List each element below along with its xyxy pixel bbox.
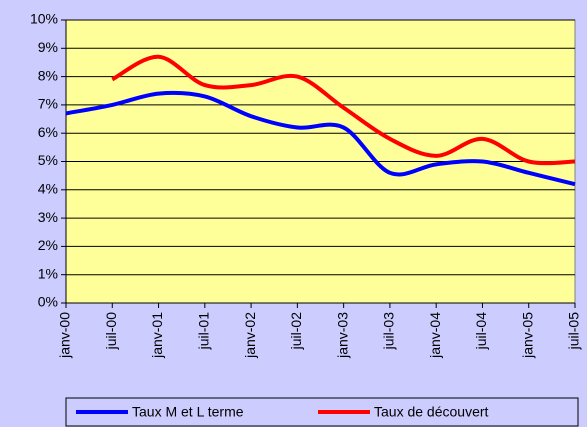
legend-label: Taux de découvert xyxy=(374,404,489,420)
y-tick-label: 9% xyxy=(38,39,58,55)
x-tick-label: janv-05 xyxy=(519,312,535,359)
y-tick-label: 2% xyxy=(38,237,58,253)
legend-label: Taux M et L terme xyxy=(132,404,244,420)
x-tick-label: juil-05 xyxy=(566,312,582,351)
y-tick-label: 6% xyxy=(38,124,58,140)
x-tick-label: janv-02 xyxy=(242,312,258,359)
x-tick-label: janv-01 xyxy=(149,312,165,359)
line-series xyxy=(111,54,576,166)
x-tick-label: janv-03 xyxy=(334,312,350,359)
y-tick-label: 5% xyxy=(38,152,58,168)
y-tick-label: 3% xyxy=(38,209,58,225)
y-tick-label: 1% xyxy=(38,265,58,281)
x-tick-label: juil-03 xyxy=(381,312,397,351)
x-tick-label: janv-04 xyxy=(427,312,443,359)
x-tick-label: juil-04 xyxy=(473,312,489,351)
x-tick-label: janv-00 xyxy=(57,312,73,359)
y-tick-label: 8% xyxy=(38,67,58,83)
y-tick-label: 0% xyxy=(38,294,58,310)
x-tick-label: juil-01 xyxy=(196,312,212,351)
y-tick-label: 4% xyxy=(38,181,58,197)
y-tick-label: 10% xyxy=(30,11,58,27)
x-tick-label: juil-00 xyxy=(103,312,119,351)
line-series xyxy=(65,90,576,187)
legend: Taux M et L terme Taux de découvert xyxy=(65,397,579,427)
x-tick-label: juil-02 xyxy=(288,312,304,351)
y-tick-label: 7% xyxy=(38,96,58,112)
